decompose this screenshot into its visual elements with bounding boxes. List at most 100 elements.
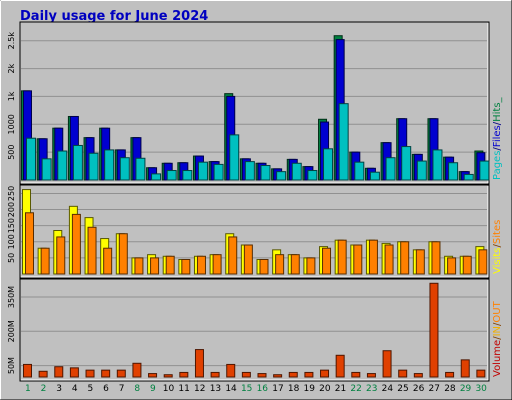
bar-pages-day-14 [229,134,240,181]
legend-entry: / [492,336,503,340]
bar-visits-day-19 [306,257,316,275]
x-tick-label: 14 [225,384,237,394]
bar-pages-day-22 [354,161,365,181]
x-tick-label: 3 [56,384,62,394]
y-tick-label: 100 [7,234,16,249]
x-tick-label: 9 [150,384,156,394]
bar-visits-day-29 [462,255,472,275]
x-tick-label: 18 [288,384,300,394]
legend-entry: Hits_ [492,96,503,121]
legend-entry: Sites [492,220,503,244]
bar-pages-day-12 [197,161,208,181]
legend-entry: / [492,121,503,125]
bar-visits-day-1 [25,212,34,275]
x-tick-label: 8 [134,384,140,394]
legend-volume: Volume/IN/OUT [492,300,503,377]
bar-volume-day-18 [288,371,298,378]
bar-visits-day-24 [384,244,394,275]
bar-volume-day-1 [23,363,32,378]
x-tick-label: 1 [25,384,31,394]
bar-volume-day-11 [179,371,189,378]
bar-visits-day-15 [243,244,253,275]
y-tick-label: 500 [7,145,16,160]
bar-pages-day-28 [448,162,459,181]
bar-volume-day-26 [413,373,423,378]
panel-frame [19,278,490,382]
bar-visits-day-17 [275,254,285,275]
bar-pages-day-24 [385,157,396,181]
bar-pages-day-6 [104,149,115,181]
bar-visits-day-21 [337,239,347,275]
bar-volume-day-24 [382,350,392,378]
bar-pages-day-1 [26,137,36,181]
bar-volume-day-29 [460,359,470,378]
x-tick-label: 28 [444,384,456,394]
bar-pages-day-7 [119,157,130,181]
legend-entry: Volume [492,340,503,377]
x-tick-label: 5 [87,384,93,394]
x-tick-label: 17 [272,384,283,394]
legend-entry: Visits [492,247,503,274]
y-tick-label: 1k [7,91,16,101]
bar-pages-day-23 [369,171,380,181]
x-tick-label: 27 [429,384,440,394]
panel-frame [19,184,490,279]
bar-pages-day-18 [291,162,302,181]
x-tick-label: 23 [366,384,377,394]
legend-entry: / [492,322,503,326]
bar-pages-day-20 [323,148,334,181]
bar-volume-day-27 [429,282,439,378]
bar-volume-day-23 [366,373,376,378]
x-tick-label: 20 [319,384,331,394]
x-tick-label: 7 [119,384,125,394]
bar-volume-day-6 [101,369,111,378]
bar-pages-day-10 [166,170,177,181]
bar-pages-day-4 [72,144,83,181]
bar-volume-day-22 [351,371,361,378]
bar-pages-day-15 [244,161,255,181]
legend-entry: / [492,243,503,247]
bar-pages-day-29 [463,173,474,181]
y-tick-label: 150 [7,218,16,233]
bar-volume-day-14 [226,363,236,378]
x-tick-label: 26 [413,384,425,394]
x-tick-label: 2 [41,384,47,394]
bar-volume-day-4 [69,367,79,378]
bar-volume-day-12 [194,349,204,378]
bar-pages-day-2 [41,158,52,181]
legend-entry: / [492,147,503,151]
chart-title: Daily usage for June 2024 [20,9,208,24]
bar-pages-day-21 [338,103,349,181]
bar-pages-day-19 [307,170,318,181]
x-tick-label: 29 [460,384,472,394]
legend-hits: Pages/Files/Hits_ [492,96,503,180]
bar-volume-day-15 [241,371,251,378]
y-tick-label: 50 [7,253,16,263]
bar-pages-day-25 [401,146,412,181]
bar-volume-day-16 [257,373,267,378]
bar-visits-day-30 [478,249,488,275]
bar-visits-day-3 [56,236,66,275]
y-tick-label: 200M [7,320,16,342]
bar-volume-day-2 [38,370,48,378]
x-tick-label: 22 [350,384,361,394]
x-tick-label: 4 [72,384,78,394]
bar-volume-day-30 [476,369,486,378]
bar-volume-day-5 [85,369,95,378]
x-tick-label: 11 [178,384,189,394]
legend-entry: OUT [492,300,503,322]
x-tick-label: 19 [303,384,315,394]
bar-visits-day-11 [181,259,191,275]
bar-pages-day-8 [135,157,146,181]
bar-pages-day-5 [88,152,99,181]
x-tick-label: 13 [210,384,221,394]
bar-visits-day-23 [368,239,378,275]
bar-visits-day-25 [400,241,410,275]
bar-visits-day-7 [118,233,128,275]
bar-pages-day-16 [260,165,271,181]
bar-volume-day-8 [132,362,142,378]
